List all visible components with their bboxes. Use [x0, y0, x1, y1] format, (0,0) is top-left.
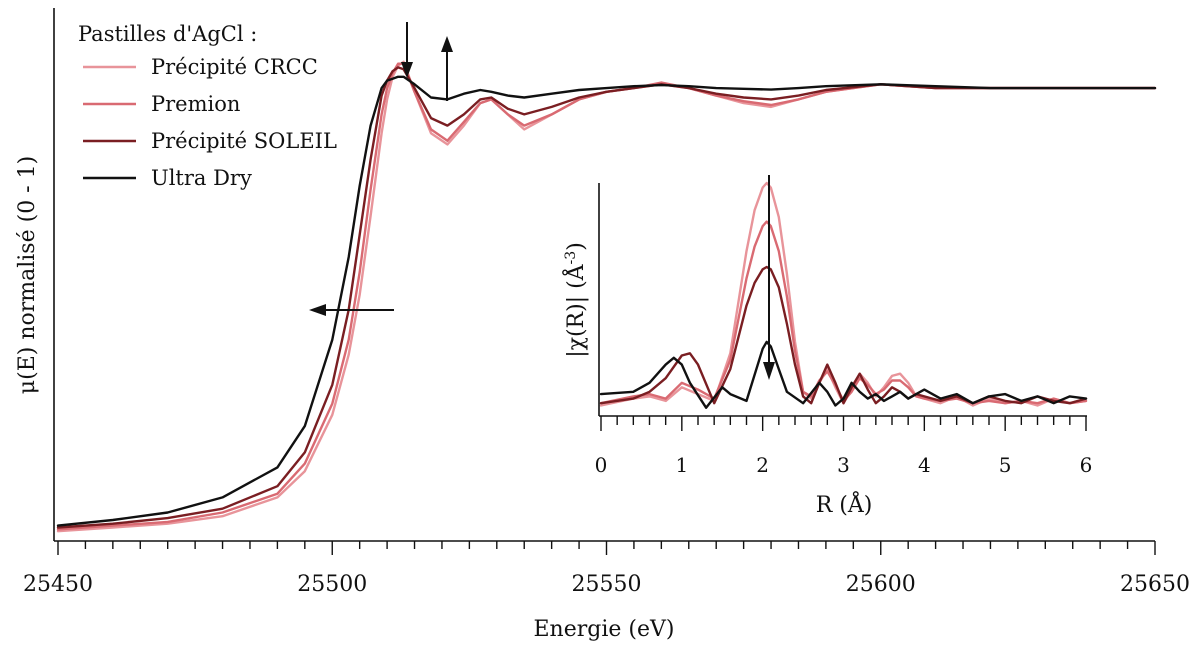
- inset-x-ticks: [600, 416, 1087, 431]
- main-series-line-2: [56, 66, 1157, 529]
- legend-label-1: Premion: [151, 92, 240, 116]
- main-x-tick-label: 25600: [846, 572, 916, 597]
- inset-x-tick-label: 1: [675, 453, 688, 477]
- legend-label-0: Précipité CRCC: [151, 55, 318, 79]
- inset-series-group: [599, 181, 1088, 409]
- main-x-tick-label: 25650: [1120, 572, 1190, 597]
- inset-series-line-3: [599, 340, 1088, 409]
- inset-y-axis-title-sup: -3: [563, 251, 579, 265]
- inset-x-axis-title: R (Å): [816, 490, 873, 518]
- legend-label-2: Précipité SOLEIL: [151, 129, 337, 153]
- inset-y-axis-title: |χ(R)| (Å-3): [561, 242, 589, 358]
- legend-title: Pastilles d'AgCl :: [78, 22, 257, 46]
- main-x-axis-title: Energie (eV): [534, 617, 675, 642]
- main-plot: 25450 25500 25550 25600 25650 Energie (eV) μ…: [15, 8, 1190, 642]
- inset-background: [599, 183, 1087, 415]
- inset-x-tick-label: 0: [595, 453, 608, 477]
- main-x-ticks: [57, 541, 1156, 555]
- inset-x-tick-label: 3: [837, 453, 850, 477]
- main-series-line-1: [56, 62, 1157, 531]
- arrow-left-edge-shift-head: [309, 304, 326, 316]
- main-y-axis-title: μ(E) normalisé (0 - 1): [15, 156, 40, 394]
- inset-x-tick-label: 2: [756, 453, 769, 477]
- inset-x-tick-label: 6: [1080, 453, 1093, 477]
- inset-x-tick-label: 4: [918, 453, 931, 477]
- legend-label-3: Ultra Dry: [151, 166, 252, 190]
- inset-x-tick-label: 5: [999, 453, 1012, 477]
- inset-x-tick-labels: 0 1 2 3 4 5 6: [595, 453, 1093, 477]
- main-x-tick-label: 25550: [572, 572, 642, 597]
- main-x-tick-label: 25450: [23, 572, 93, 597]
- inset-y-axis-title-main: |χ(R)| (Å: [561, 263, 589, 357]
- main-x-tick-labels: 25450 25500 25550 25600 25650: [23, 572, 1190, 597]
- arrow-down-peak-decrease-head: [763, 362, 775, 380]
- main-x-tick-label: 25500: [297, 572, 367, 597]
- main-series-line-3: [56, 75, 1157, 527]
- arrow-up-first-dip-head: [441, 36, 453, 52]
- inset-plot: 0 1 2 3 4 5 6 R (Å) |χ(R)| (Å-3): [561, 175, 1092, 518]
- arrow-down-edge-peak-head: [401, 62, 413, 78]
- legend: Pastilles d'AgCl : Précipité CRCC Premion…: [78, 22, 337, 190]
- main-series-group: [56, 60, 1157, 533]
- main-arrows: [309, 22, 453, 316]
- inset-y-axis-title-close: ): [564, 242, 589, 251]
